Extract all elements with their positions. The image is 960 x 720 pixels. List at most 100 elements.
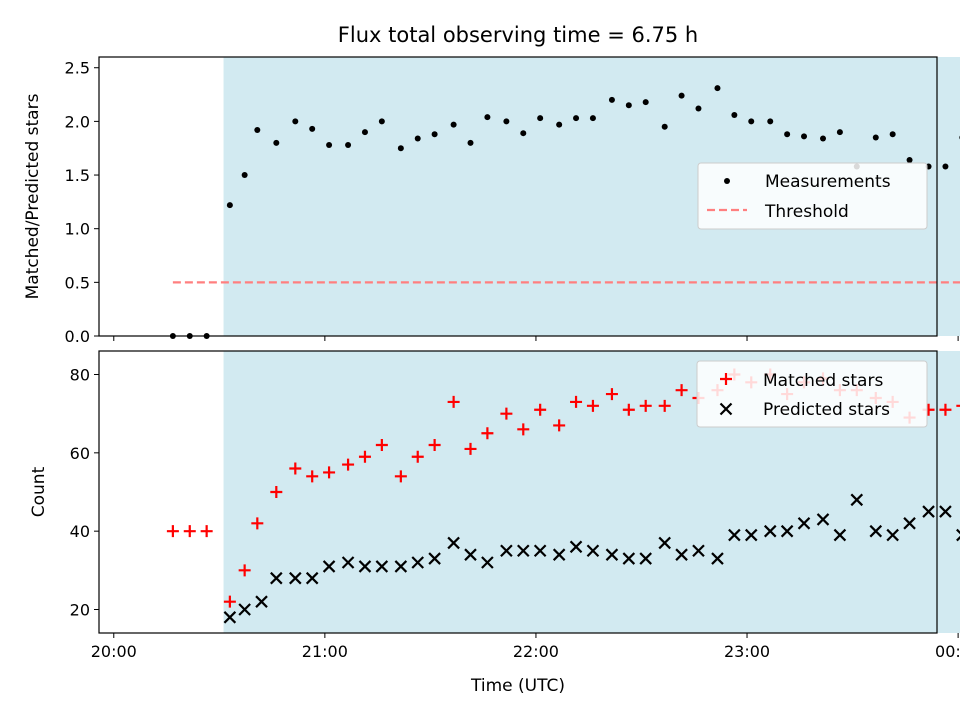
measurement-point [872, 134, 879, 141]
count-legend: Matched stars Predicted stars [696, 360, 928, 428]
predicted-star-point [447, 536, 460, 550]
predicted-star-point [850, 493, 864, 507]
predicted-star-point [481, 556, 494, 569]
predicted-star-point [586, 544, 600, 558]
predicted-star-point [500, 544, 513, 558]
measurement-point [678, 92, 685, 99]
predicted-star-point [375, 560, 389, 573]
predicted-star-point [322, 560, 336, 573]
predicted-star-point [675, 548, 688, 561]
y-tick-label: 60 [70, 444, 90, 463]
predicted-star-point [886, 528, 899, 542]
measurement-point [254, 126, 261, 133]
predicted-star-point [711, 552, 724, 565]
measurement-point [292, 118, 299, 125]
predicted-star-point [533, 544, 547, 558]
predicted-star-point [394, 560, 408, 573]
matched-star-point [553, 419, 566, 432]
predicted-star-point [744, 528, 758, 542]
predicted-star-point [903, 517, 916, 530]
matched-star-point [166, 525, 179, 538]
measurement-point [695, 105, 702, 112]
matched-star-point [447, 395, 460, 408]
measurement-point [589, 115, 596, 122]
predicted-star-point [358, 560, 372, 573]
threshold-legend-label: Threshold [764, 202, 849, 222]
measurement-point [326, 141, 333, 148]
matched-star-point [289, 462, 302, 475]
matched-star-point [464, 442, 477, 455]
x-tick-label: 23:00 [724, 642, 770, 661]
matched-star-point [481, 427, 494, 440]
measurement-point [537, 115, 544, 122]
matched-star-point [622, 403, 635, 416]
predicted-star-point [223, 611, 237, 624]
y-tick-label: 2.5 [65, 59, 90, 78]
predicted-star-point [797, 517, 811, 530]
matched-star-point [323, 466, 336, 479]
predicted-star-point [692, 544, 705, 558]
predicted-star-point [939, 505, 952, 518]
matched-star-point [956, 404, 960, 407]
measurement-point [226, 202, 233, 209]
measurement-point [397, 145, 404, 152]
matched-star-point [375, 439, 388, 451]
predicted-star-point [728, 528, 741, 542]
measurement-point [767, 118, 774, 125]
matched-star-point [358, 450, 371, 463]
measurement-point [467, 139, 474, 146]
predicted-star-point [341, 556, 355, 569]
measurement-point [801, 133, 808, 140]
predicted-star-point [869, 524, 883, 538]
chart-title: Flux total observing time = 6.75 h [338, 23, 698, 47]
x-tick-label: 00:00 [935, 642, 960, 661]
matched-star-point [251, 517, 264, 530]
predicted-star-point [658, 536, 671, 550]
measurement-point [820, 135, 827, 142]
matched-star-point [200, 525, 213, 538]
matched-star-point [411, 450, 424, 463]
predicted-star-point [639, 552, 652, 565]
measurement-point [731, 111, 738, 118]
predicted-star-point [270, 571, 283, 585]
y-axis-label: Matched/Predicted stars [23, 93, 43, 299]
predicted-star-point [956, 528, 960, 542]
matched-star-point [428, 439, 441, 451]
matched-star-point [605, 388, 618, 401]
measurement-point [378, 118, 385, 125]
predicted-star-point [238, 603, 251, 616]
measurement-point [784, 131, 791, 138]
measurement-point [661, 123, 668, 130]
predicted-star-point [552, 548, 566, 561]
predicted-star-point [255, 595, 268, 608]
predicted-star-point [605, 548, 619, 561]
predicted-star-point [622, 552, 636, 565]
matched-star-point [223, 595, 236, 608]
matched-star-point [534, 403, 547, 416]
measurement-point [345, 141, 352, 148]
predicted-star-point [763, 524, 777, 538]
matched-star-point [306, 470, 319, 483]
measurement-point [714, 85, 721, 92]
measurement-point [309, 125, 316, 132]
x-axis-label: Time (UTC) [470, 676, 565, 696]
ratio-legend: Measurements Threshold [697, 162, 928, 230]
predicted-star-point [428, 552, 441, 565]
y-tick-label: 2.0 [65, 112, 90, 131]
y-tick-label: 80 [70, 366, 90, 385]
matched-star-point [639, 399, 652, 412]
measurement-point [361, 129, 368, 136]
measurement-point [608, 96, 615, 103]
matched-star-point [238, 564, 251, 577]
measurement-point [625, 102, 632, 109]
measurement-point [450, 121, 457, 128]
measurement-point [520, 130, 527, 137]
ratio-panel-frame [98, 56, 938, 337]
matched-star-point [183, 525, 196, 538]
matched-star-point [586, 399, 599, 412]
measurement-point [906, 157, 913, 164]
matched-star-point [658, 399, 671, 412]
predicted-legend-marker [719, 402, 733, 416]
x-tick-label: 20:00 [91, 642, 137, 661]
